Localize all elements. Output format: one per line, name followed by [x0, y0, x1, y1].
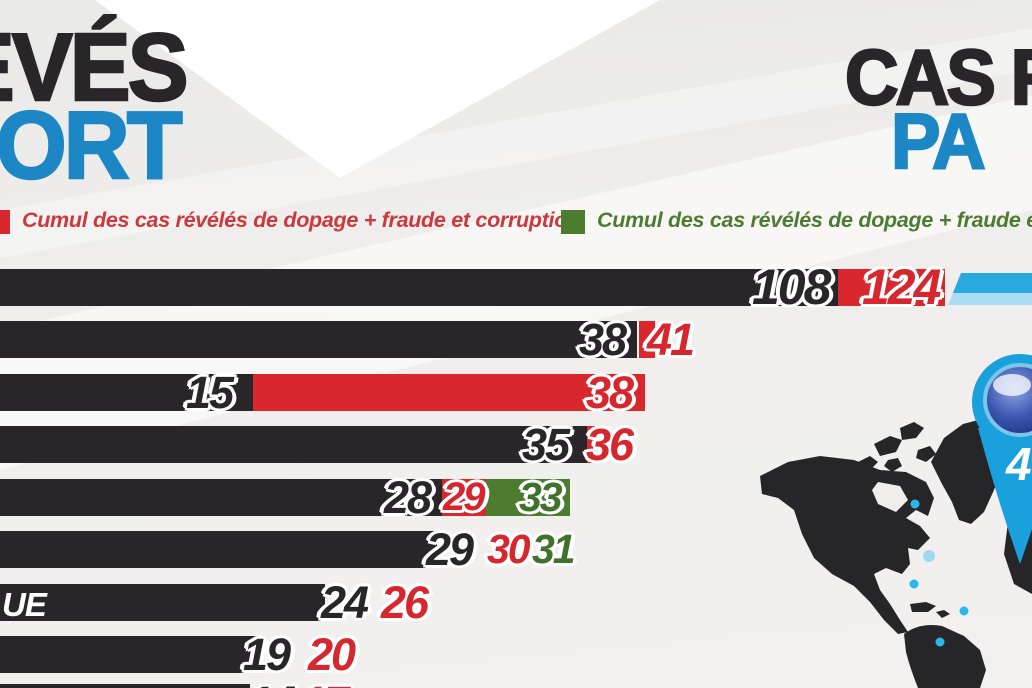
country-bar-light — [948, 293, 1032, 305]
bar-row-5: 28 29 33 — [0, 474, 1032, 520]
bar-segment-black — [0, 374, 253, 411]
legend-green-label: Cumul des cas révélés de dopage + fraude… — [597, 208, 1032, 232]
bar-segment-red — [587, 426, 595, 463]
bar-value-black: 35 — [522, 419, 570, 470]
map-dot — [910, 499, 920, 509]
bar-value-black: 19 — [243, 629, 291, 680]
bar-value-black: 29 — [426, 524, 474, 575]
map-south-america — [904, 625, 986, 688]
pin-value-text: 4 — [1005, 438, 1032, 490]
bar-row-6: 29 30 31 — [0, 526, 1032, 572]
bar-value-red: 26 — [381, 577, 429, 628]
bar-value-black: 24 — [321, 577, 369, 628]
bar-segment-black — [0, 426, 587, 463]
bar-value-red: 29 — [443, 475, 485, 519]
bar-segment-black — [0, 531, 437, 568]
map-dot — [923, 550, 935, 562]
bar-value-red: 30 — [487, 526, 531, 572]
map-pin: 4 — [966, 352, 1032, 582]
right-title-line2: PA — [890, 97, 987, 185]
bar-row-4: 35 36 — [0, 422, 1032, 467]
bar-segment-red — [838, 269, 945, 306]
bar-row-3: 15 38 — [0, 370, 1032, 415]
right-title-line1: CAS R — [844, 33, 1032, 121]
bar-value-black: 14 — [248, 680, 296, 688]
bar-value-red: 17 — [301, 680, 349, 688]
bar-row-1: 108 124 — [0, 262, 1032, 312]
bar-value-black: 28 — [384, 472, 432, 523]
legend-green: Cumul des cas révélés de dopage + fraude… — [561, 208, 1032, 242]
left-title-line1: LEVÉS — [0, 14, 190, 121]
map-dot — [959, 606, 969, 616]
bar-value-red: 124 — [862, 259, 941, 315]
legend-red: Cumul des cas révélés de dopage + fraude… — [0, 208, 580, 242]
map-north-america — [760, 456, 934, 634]
map-dot — [935, 637, 945, 647]
bar-row-7: 24 26 UE — [0, 580, 1032, 625]
bar-segment-black — [0, 684, 250, 688]
bar-row-2: 38 41 — [0, 317, 1032, 362]
bar-value-green: 33 — [519, 474, 563, 520]
bar-segment-red — [442, 479, 486, 516]
bar-category-label-fragment: UE — [2, 586, 47, 623]
bar-segment-black — [0, 321, 637, 358]
legend-red-swatch — [0, 210, 10, 234]
bar-segment-black — [0, 479, 442, 516]
bar-segment-black — [0, 269, 838, 306]
legend-red-label: Cumul des cas révélés de dopage + fraude… — [22, 208, 580, 232]
bar-value-black: 38 — [579, 314, 627, 365]
map-pin-graphic: 4 — [972, 354, 1032, 564]
bar-value-red: 20 — [308, 629, 356, 680]
legend-green-swatch — [561, 210, 585, 234]
bar-value-red: 41 — [647, 314, 695, 365]
left-title-line2: PORT — [0, 92, 184, 199]
bar-segment-red — [639, 321, 655, 358]
country-chart-first-bar — [948, 273, 1032, 305]
bar-segment-black — [0, 584, 325, 621]
bar-value-red: 38 — [586, 367, 634, 418]
bar-segment-black — [0, 636, 257, 673]
bar-segment-green — [486, 479, 570, 516]
bar-row-8: 19 20 — [0, 632, 1032, 677]
bar-value-black: 15 — [186, 367, 234, 418]
map-dot — [909, 579, 919, 589]
bar-value-green: 31 — [532, 526, 576, 572]
bar-value-black: 108 — [752, 259, 831, 315]
country-bar-main — [948, 273, 1032, 293]
bar-segment-red — [253, 374, 645, 411]
map-dots — [909, 499, 1029, 647]
bar-row-9: 14 17 — [0, 680, 1032, 688]
bar-value-red: 36 — [586, 419, 634, 470]
